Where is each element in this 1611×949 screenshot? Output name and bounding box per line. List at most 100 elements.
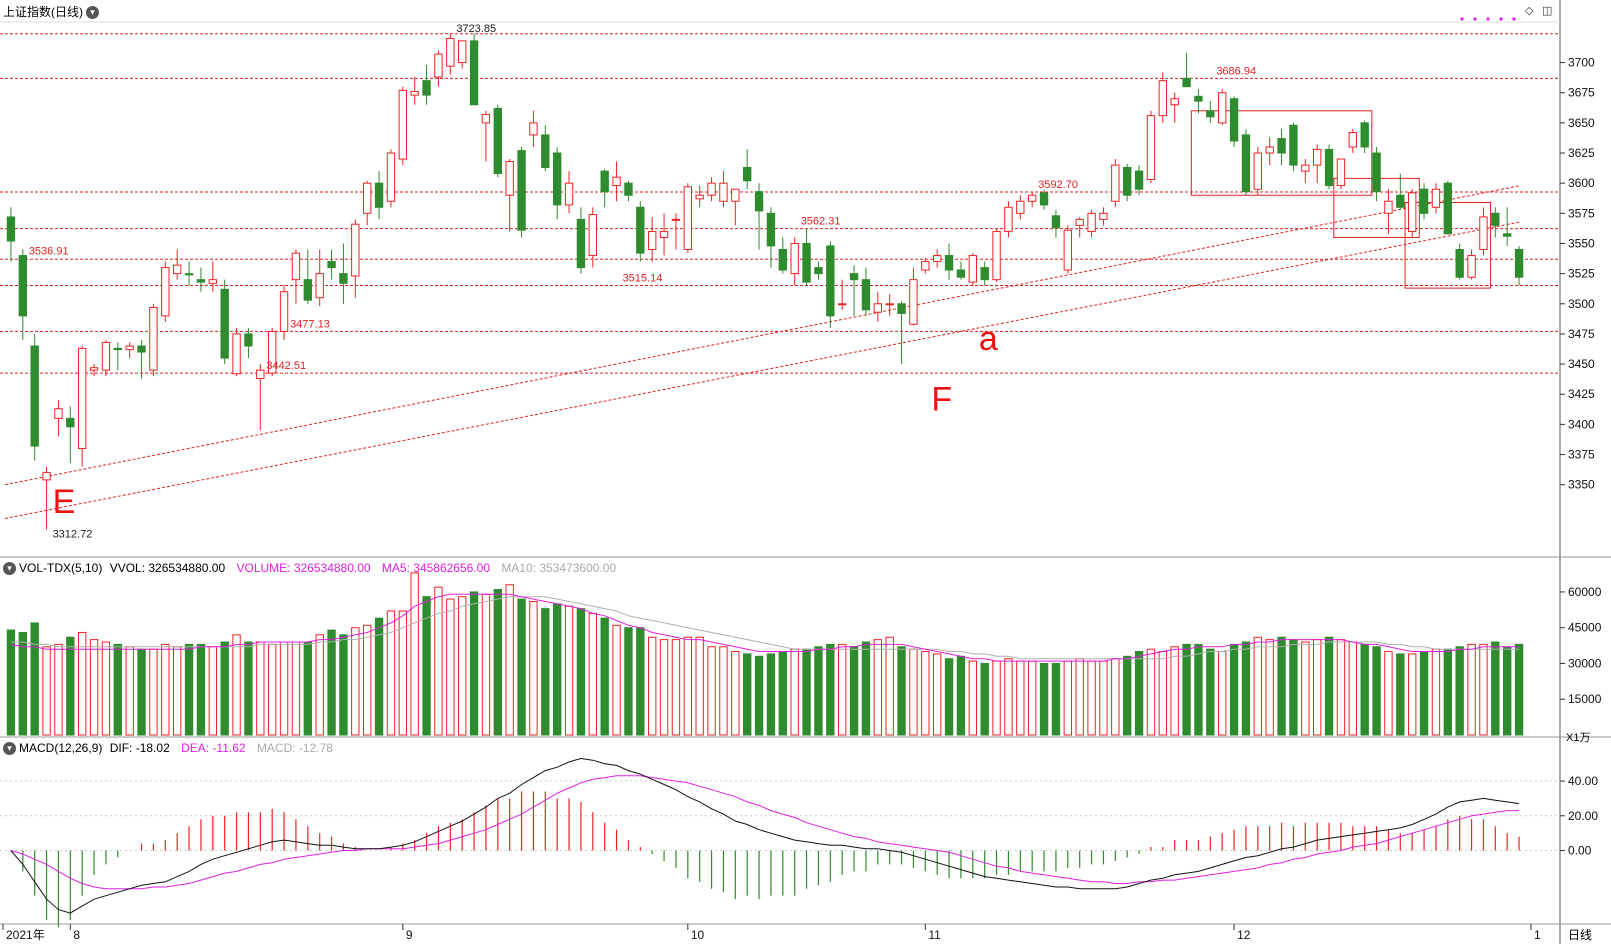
candle-body — [30, 345, 39, 447]
volume-bar — [600, 617, 609, 736]
pattern-annotation-a: a — [979, 320, 998, 358]
volume-bar — [553, 603, 562, 736]
volume-tick-label: 15000 — [1568, 692, 1602, 706]
trend-line — [4, 185, 1520, 486]
candle-body — [553, 152, 562, 206]
price-tick-label: 3650 — [1568, 116, 1595, 130]
period-button[interactable]: 日线 — [1568, 928, 1593, 942]
candle-body — [517, 150, 526, 231]
candle-body — [1324, 148, 1334, 187]
volume-bar — [410, 572, 419, 736]
volume-bar — [1123, 655, 1132, 736]
volume-bar — [1289, 639, 1298, 736]
candle-body — [42, 472, 51, 481]
candle-body — [612, 176, 621, 187]
volume-bar — [1313, 639, 1322, 736]
volume-bar — [137, 648, 146, 736]
candle-body — [980, 267, 989, 281]
volume-bar — [398, 610, 407, 736]
candle-body — [1087, 212, 1096, 232]
volume-bar — [1503, 646, 1512, 736]
volume-bar — [1051, 662, 1061, 736]
pattern-annotation-f: F — [931, 380, 952, 418]
volume-bar — [374, 617, 384, 736]
candle-body — [1075, 218, 1084, 226]
candle-body — [363, 182, 372, 214]
volume-bar — [933, 653, 942, 736]
volume-bar — [1277, 636, 1286, 736]
price-tick-label: 3525 — [1568, 267, 1595, 281]
candle-body — [861, 279, 871, 311]
candle-body — [826, 245, 835, 317]
price-value-label: 3477.13 — [290, 318, 330, 330]
candle-body — [161, 267, 170, 317]
macd-legend: ▾ MACD(12,26,9) DIF: -18.02 DEA: -11.62 M… — [3, 741, 333, 756]
volume-bar — [422, 596, 431, 736]
candle-body — [386, 152, 396, 202]
candle-body — [659, 230, 669, 238]
chevron-down-icon[interactable]: ▾ — [86, 6, 99, 20]
volume-bar — [1028, 660, 1037, 736]
price-value-label: 3592.70 — [1038, 179, 1078, 191]
volume-bar — [1039, 662, 1049, 736]
vol-ma10: MA10: 353473600.00 — [501, 561, 617, 575]
volume-bar — [113, 643, 122, 736]
candle-body — [1063, 229, 1072, 271]
candle-body — [743, 166, 752, 182]
volume-bar — [493, 589, 502, 736]
volume-bar — [42, 646, 51, 736]
volume-bar — [1348, 641, 1357, 736]
candle-body — [196, 279, 206, 283]
candle-body — [173, 264, 182, 275]
candle-body — [1443, 182, 1452, 235]
candle-body — [778, 249, 787, 271]
chart-title-bar[interactable]: 上证指数(日线) ▾ — [3, 3, 99, 20]
candle-body — [909, 279, 918, 325]
volume-bar — [244, 641, 253, 736]
volume-bar — [695, 636, 704, 736]
candle-body — [1229, 98, 1239, 142]
candle-body — [220, 288, 229, 359]
candle-body — [933, 255, 942, 263]
volume-bar — [612, 624, 621, 736]
candle-body — [790, 242, 799, 275]
volume-bar — [778, 651, 787, 736]
volume-bar — [849, 646, 859, 736]
volume-bar — [1467, 643, 1476, 736]
price-tick-label: 3475 — [1568, 327, 1595, 341]
panel-toggle-icon[interactable]: ◫ — [1542, 5, 1553, 17]
candle-body — [1372, 152, 1381, 193]
candle-body — [1467, 255, 1476, 278]
candle-body — [1253, 152, 1262, 190]
price-value-label: 3723.85 — [456, 23, 496, 35]
price-tick-label: 3500 — [1568, 297, 1595, 311]
volume-ma10-line — [10, 596, 1520, 660]
volume-bar — [1514, 643, 1524, 736]
price-tick-label: 3600 — [1568, 176, 1595, 190]
diamond-icon[interactable]: ◇ — [1525, 5, 1534, 17]
candle-body — [802, 242, 811, 283]
volume-bar — [1324, 636, 1334, 736]
candle-body — [315, 273, 324, 299]
volume-tick-label: 60000 — [1568, 585, 1602, 599]
chevron-down-icon[interactable]: ▾ — [3, 562, 16, 576]
volume-bar — [291, 641, 301, 736]
volume-bar — [909, 648, 918, 736]
candle-body — [422, 80, 431, 96]
candle-body — [256, 369, 265, 380]
candle-body — [6, 216, 16, 242]
candle-body — [1396, 194, 1405, 208]
volume-bar — [1075, 658, 1084, 736]
volume-bar — [1111, 658, 1120, 736]
price-value-label: 3312.72 — [53, 529, 93, 541]
candle-body — [208, 279, 217, 284]
volume-tick-label: 45000 — [1568, 621, 1602, 635]
candle-body — [1194, 95, 1203, 102]
volume-bar — [125, 646, 134, 736]
candle-body — [897, 303, 906, 314]
candle-body — [1158, 80, 1167, 117]
macd-indicator-name: MACD(12,26,9) — [19, 741, 103, 755]
candle-body — [648, 230, 657, 251]
chevron-down-icon[interactable]: ▾ — [3, 742, 16, 756]
